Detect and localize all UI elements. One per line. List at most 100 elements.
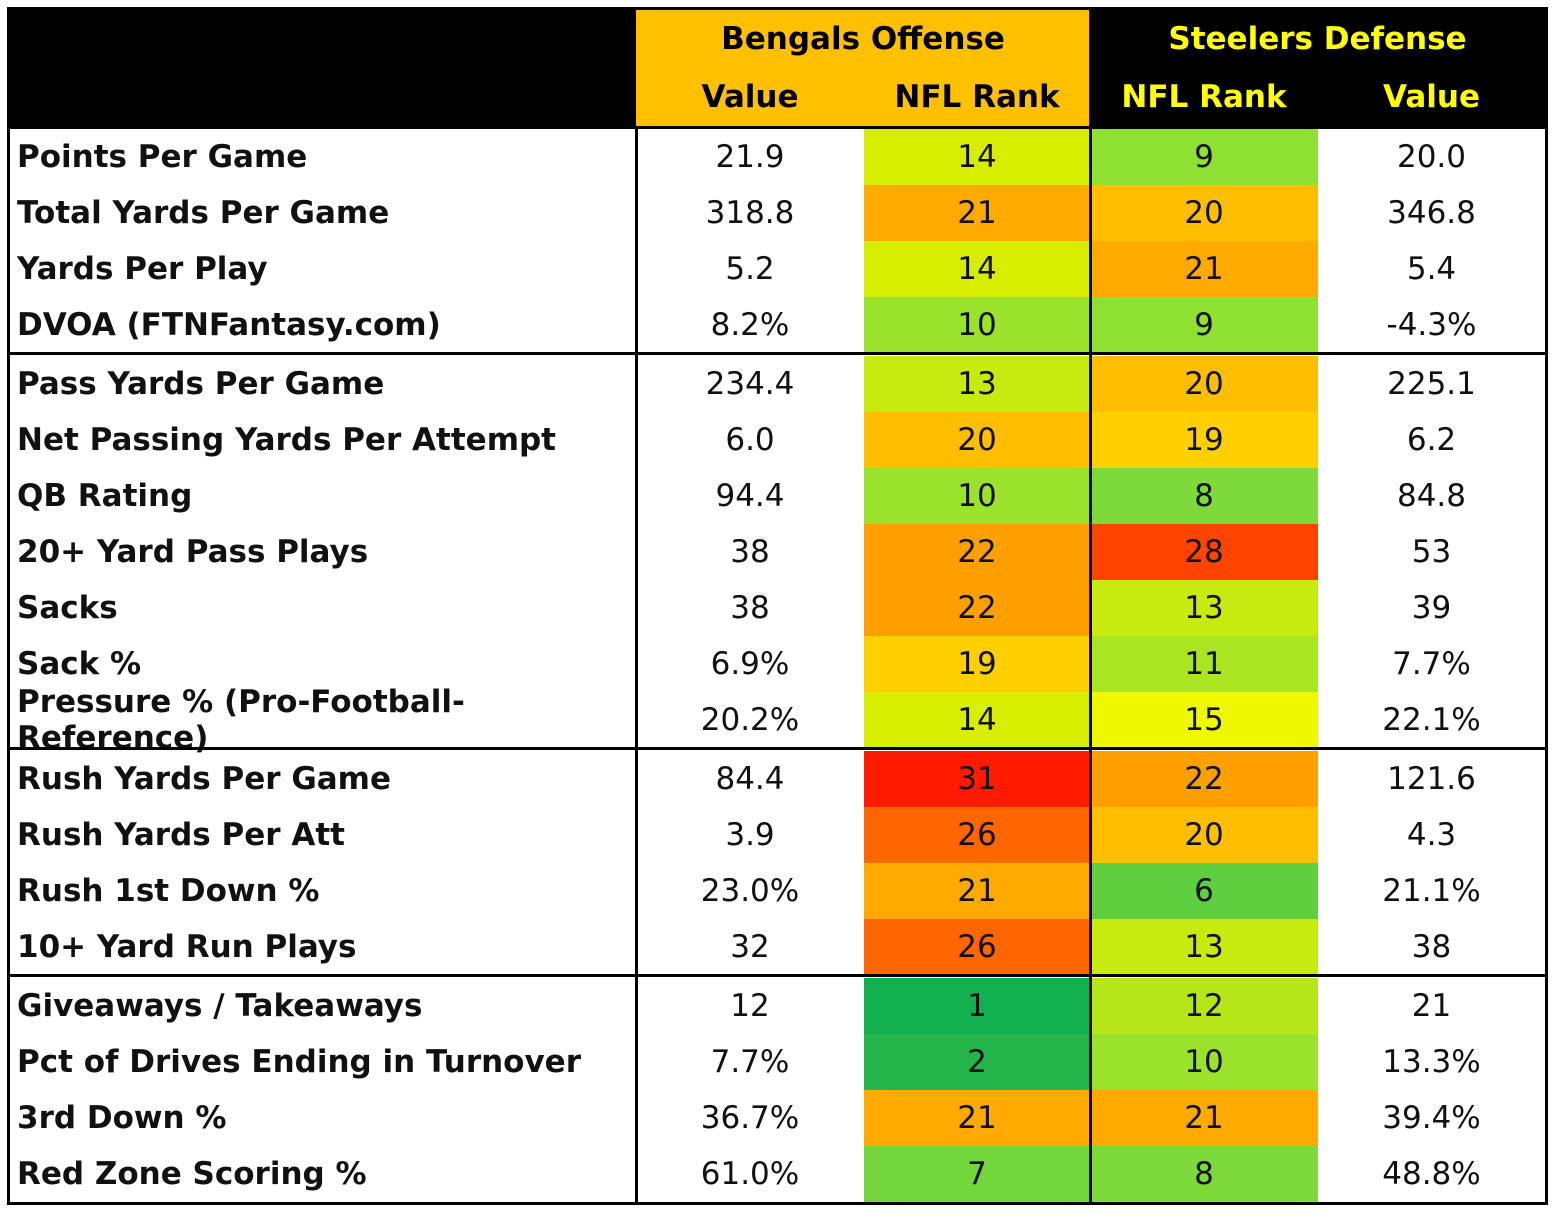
bengals-offense-title: Bengals Offense (721, 21, 1005, 57)
offense-value: 84.4 (715, 761, 785, 797)
row-label: Sacks (17, 590, 118, 626)
defense-rank: 13 (1090, 919, 1318, 975)
row-label: Points Per Game (17, 139, 308, 175)
row-label: QB Rating (17, 478, 193, 514)
offense-rank: 13 (864, 356, 1090, 412)
defense-rank: 13 (1090, 580, 1318, 636)
defense-value: 39.4% (1382, 1100, 1481, 1136)
offense-rank: 21 (864, 1090, 1090, 1146)
row-label: Pct of Drives Ending in Turnover (17, 1044, 581, 1080)
table-row: Rush 1st Down % 23.0% 21 6 21.1% (10, 863, 1545, 919)
row-label: Rush 1st Down % (17, 873, 320, 909)
defense-value: 6.2 (1406, 422, 1457, 458)
table-row: Pass Yards Per Game 234.4 13 20 225.1 (10, 356, 1545, 412)
defense-value: 121.6 (1387, 761, 1476, 797)
offense-value: 38 (730, 534, 770, 570)
header-divider (10, 126, 1545, 129)
offense-rank: 14 (864, 241, 1090, 297)
defense-value: 4.3 (1406, 817, 1457, 853)
defense-value: -4.3% (1386, 307, 1477, 343)
defense-rank: 6 (1090, 863, 1318, 919)
table-row: 20+ Yard Pass Plays 38 22 28 53 (10, 524, 1545, 580)
offense-rank: 21 (864, 185, 1090, 241)
offense-value: 3.9 (725, 817, 775, 853)
row-label: 20+ Yard Pass Plays (17, 534, 369, 570)
defense-value: 20.0 (1396, 139, 1467, 175)
defense-rank: 8 (1090, 468, 1318, 524)
table-row: Points Per Game 21.9 14 9 20.0 (10, 129, 1545, 185)
stats-table: Bengals Offense Steelers Defense Value N… (7, 7, 1548, 1205)
defense-rank: 20 (1090, 356, 1318, 412)
defense-value: 22.1% (1382, 702, 1481, 738)
offense-value: 7.7% (710, 1044, 790, 1080)
defense-value: 5.4 (1406, 251, 1457, 287)
offense-rank: 26 (864, 919, 1090, 975)
defense-value: 48.8% (1382, 1156, 1481, 1192)
defense-rank: 11 (1090, 636, 1318, 692)
row-label: Giveaways / Takeaways (17, 988, 423, 1024)
offense-value: 318.8 (705, 195, 795, 231)
row-label: Pressure % (Pro-Football-Reference) (17, 684, 465, 756)
table-row: QB Rating 94.4 10 8 84.8 (10, 468, 1545, 524)
defense-rank: 12 (1090, 978, 1318, 1034)
table-row: 10+ Yard Run Plays 32 26 13 38 (10, 919, 1545, 975)
offense-rank: 7 (864, 1146, 1090, 1202)
row-label: Net Passing Yards Per Attempt (17, 422, 557, 458)
defense-value: 38 (1411, 929, 1452, 965)
table-row: Pct of Drives Ending in Turnover 7.7% 2 10 1… (10, 1034, 1545, 1090)
steelers-defense-title: Steelers Defense (1168, 21, 1467, 57)
col-header-off-rank: NFL Rank (894, 79, 1060, 115)
table-row: Red Zone Scoring % 61.0% 7 8 48.8% (10, 1146, 1545, 1202)
row-label: Total Yards Per Game (17, 195, 390, 231)
section-divider (10, 747, 1545, 750)
defense-value: 346.8 (1387, 195, 1476, 231)
offense-rank: 1 (864, 978, 1090, 1034)
offense-rank: 21 (864, 863, 1090, 919)
offense-rank: 14 (864, 692, 1090, 748)
defense-value: 53 (1411, 534, 1452, 570)
offense-value: 20.2% (700, 702, 800, 738)
row-label: Pass Yards Per Game (17, 366, 385, 402)
defense-value: 21.1% (1382, 873, 1481, 909)
row-label: Rush Yards Per Att (17, 817, 345, 853)
offense-value: 61.0% (700, 1156, 800, 1192)
offense-value: 234.4 (705, 366, 795, 402)
col-header-def-rank: NFL Rank (1121, 79, 1287, 115)
offense-rank: 19 (864, 636, 1090, 692)
offense-value: 6.9% (710, 646, 790, 682)
defense-value: 39 (1411, 590, 1452, 626)
offense-value: 5.2 (725, 251, 775, 287)
header-blank-cell (10, 10, 636, 126)
offense-rank: 20 (864, 412, 1090, 468)
defense-rank: 9 (1090, 129, 1318, 185)
table-row: Sacks 38 22 13 39 (10, 580, 1545, 636)
defense-rank: 20 (1090, 807, 1318, 863)
defense-rank: 22 (1090, 751, 1318, 807)
row-label: 3rd Down % (17, 1100, 227, 1136)
offense-rank: 26 (864, 807, 1090, 863)
defense-value: 84.8 (1396, 478, 1467, 514)
row-label: Rush Yards Per Game (17, 761, 392, 797)
defense-rank: 21 (1090, 241, 1318, 297)
defense-rank: 10 (1090, 1034, 1318, 1090)
column-divider-groups (1089, 10, 1092, 1202)
row-label: DVOA (FTNFantasy.com) (17, 307, 441, 343)
section-divider (10, 352, 1545, 355)
offense-value: 21.9 (715, 139, 785, 175)
defense-rank: 8 (1090, 1146, 1318, 1202)
col-header-off-value: Value (701, 79, 799, 115)
offense-value: 38 (730, 590, 770, 626)
defense-rank: 15 (1090, 692, 1318, 748)
defense-rank: 21 (1090, 1090, 1318, 1146)
table-row: Total Yards Per Game 318.8 21 20 346.8 (10, 185, 1545, 241)
header-steelers-defense (1090, 10, 1545, 126)
table-row: Rush Yards Per Game 84.4 31 22 121.6 (10, 751, 1545, 807)
defense-rank: 19 (1090, 412, 1318, 468)
offense-rank: 10 (864, 297, 1090, 353)
table-row: Rush Yards Per Att 3.9 26 20 4.3 (10, 807, 1545, 863)
offense-rank: 2 (864, 1034, 1090, 1090)
offense-rank: 10 (864, 468, 1090, 524)
header-bengals-offense (636, 10, 1090, 126)
offense-rank: 22 (864, 580, 1090, 636)
offense-value: 6.0 (725, 422, 775, 458)
